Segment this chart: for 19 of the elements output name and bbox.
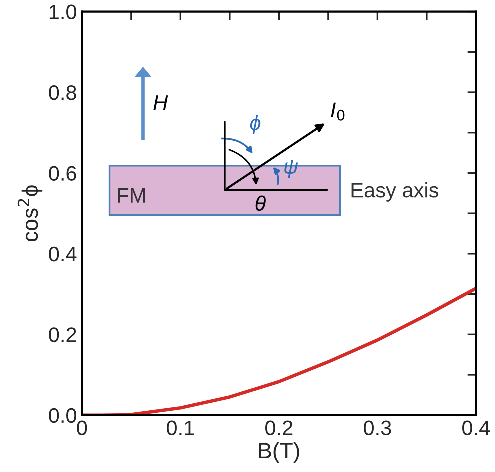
annotation: H xyxy=(154,96,168,110)
y-tick-label: 0.2 xyxy=(49,328,76,342)
y-tick-label: 1.0 xyxy=(50,4,76,20)
annotation: ϕ xyxy=(250,115,261,135)
annotation: Easy axis xyxy=(352,182,439,202)
x-axis-title: B(T) xyxy=(259,442,300,464)
x-tick-label: 0.2 xyxy=(266,420,293,436)
y-tick-label: 0.6 xyxy=(49,166,76,181)
annotation: θ xyxy=(256,196,266,212)
x-tick-label: 0.4 xyxy=(462,420,490,436)
x-tick-label: 0 xyxy=(77,420,88,436)
annotation: I$_{0}$ xyxy=(331,102,345,121)
x-tick-label: 0.1 xyxy=(167,420,194,436)
y-tick-label: 0.4 xyxy=(49,246,77,262)
x-tick-label: 0.3 xyxy=(364,420,392,436)
y-tick-label: 0.8 xyxy=(49,86,76,100)
annotation: FM xyxy=(118,188,146,203)
y-tick-label: 0.0 xyxy=(49,408,76,424)
y-axis-title: cos$^{2}$ϕ xyxy=(18,186,43,242)
